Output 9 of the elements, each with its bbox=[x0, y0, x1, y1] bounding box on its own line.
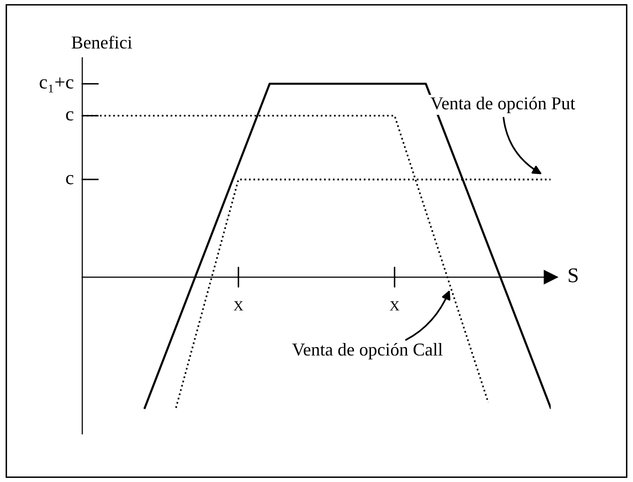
text: c bbox=[66, 175, 74, 184]
text: c₁+c bbox=[40, 77, 74, 92]
x-axis-title: S bbox=[568, 268, 578, 282]
text: c bbox=[66, 111, 74, 121]
x-tick-label: X bbox=[234, 301, 244, 310]
x-tick-label: X bbox=[390, 301, 400, 310]
series-label: Venta de opción Call bbox=[292, 342, 443, 360]
y-axis-title: Benefici bbox=[72, 36, 132, 49]
text: Venta de opción Put bbox=[430, 96, 576, 114]
